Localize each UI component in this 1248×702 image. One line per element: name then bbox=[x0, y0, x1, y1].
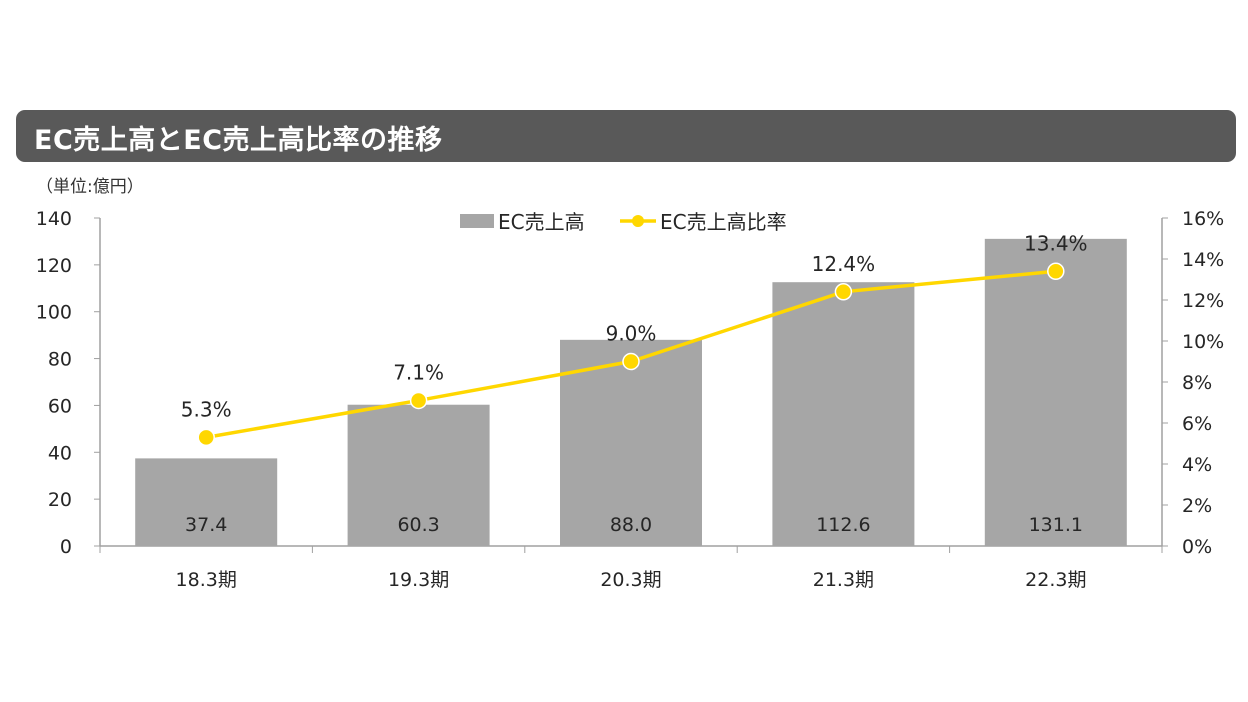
left-tick-label: 120 bbox=[36, 255, 72, 277]
right-tick-label: 4% bbox=[1182, 454, 1212, 476]
bar-value-label: 60.3 bbox=[397, 514, 439, 536]
right-tick-label: 16% bbox=[1182, 208, 1224, 230]
bar bbox=[135, 458, 278, 546]
line-point bbox=[834, 283, 853, 301]
bar-value-label: 131.1 bbox=[1029, 514, 1083, 536]
bar bbox=[560, 339, 702, 546]
x-tick-label: 19.3期 bbox=[388, 569, 449, 591]
chart-title: EC売上高とEC売上高比率の推移 bbox=[34, 125, 443, 156]
line-value-label: 5.3% bbox=[181, 397, 232, 421]
bar-value-label: 37.4 bbox=[185, 514, 227, 536]
x-tick-label: 18.3期 bbox=[176, 569, 237, 591]
legend-line-marker bbox=[632, 215, 644, 227]
left-tick-label: 40 bbox=[48, 442, 72, 464]
x-tick-label: 22.3期 bbox=[1025, 569, 1086, 591]
left-tick-label: 20 bbox=[48, 489, 72, 511]
unit-label: （単位:億円） bbox=[36, 177, 144, 197]
right-tick-label: 0% bbox=[1182, 536, 1212, 558]
x-tick-label: 21.3期 bbox=[813, 569, 874, 591]
bar bbox=[347, 404, 490, 546]
legend-bar-swatch bbox=[460, 214, 494, 228]
line-point bbox=[1047, 262, 1065, 281]
line-value-label: 9.0% bbox=[606, 322, 657, 346]
line-point bbox=[197, 428, 215, 447]
bar bbox=[984, 238, 1127, 546]
line-value-label: 12.4% bbox=[812, 252, 876, 276]
left-tick-label: 100 bbox=[36, 302, 72, 324]
bar bbox=[772, 282, 915, 546]
left-tick-label: 0 bbox=[60, 536, 72, 558]
left-tick-label: 140 bbox=[36, 208, 72, 230]
line-value-label: 13.4% bbox=[1024, 231, 1088, 255]
legend-line-label: EC売上高比率 bbox=[660, 210, 787, 234]
right-tick-label: 2% bbox=[1182, 495, 1212, 517]
x-tick-label: 20.3期 bbox=[600, 569, 661, 591]
right-tick-label: 6% bbox=[1182, 413, 1212, 435]
line-value-label: 7.1% bbox=[393, 360, 444, 384]
right-tick-label: 10% bbox=[1182, 331, 1224, 353]
line-point bbox=[622, 352, 640, 371]
left-tick-label: 80 bbox=[48, 349, 72, 371]
legend-bar-label: EC売上高 bbox=[498, 210, 585, 234]
left-tick-label: 60 bbox=[48, 395, 72, 417]
line-point bbox=[409, 391, 428, 410]
chart-title-bar: EC売上高とEC売上高比率の推移 bbox=[16, 110, 1236, 162]
bar-value-label: 112.6 bbox=[816, 514, 870, 536]
right-tick-label: 14% bbox=[1182, 249, 1224, 271]
right-tick-label: 8% bbox=[1182, 372, 1212, 394]
right-tick-label: 12% bbox=[1182, 290, 1224, 312]
bar-value-label: 88.0 bbox=[610, 514, 652, 536]
